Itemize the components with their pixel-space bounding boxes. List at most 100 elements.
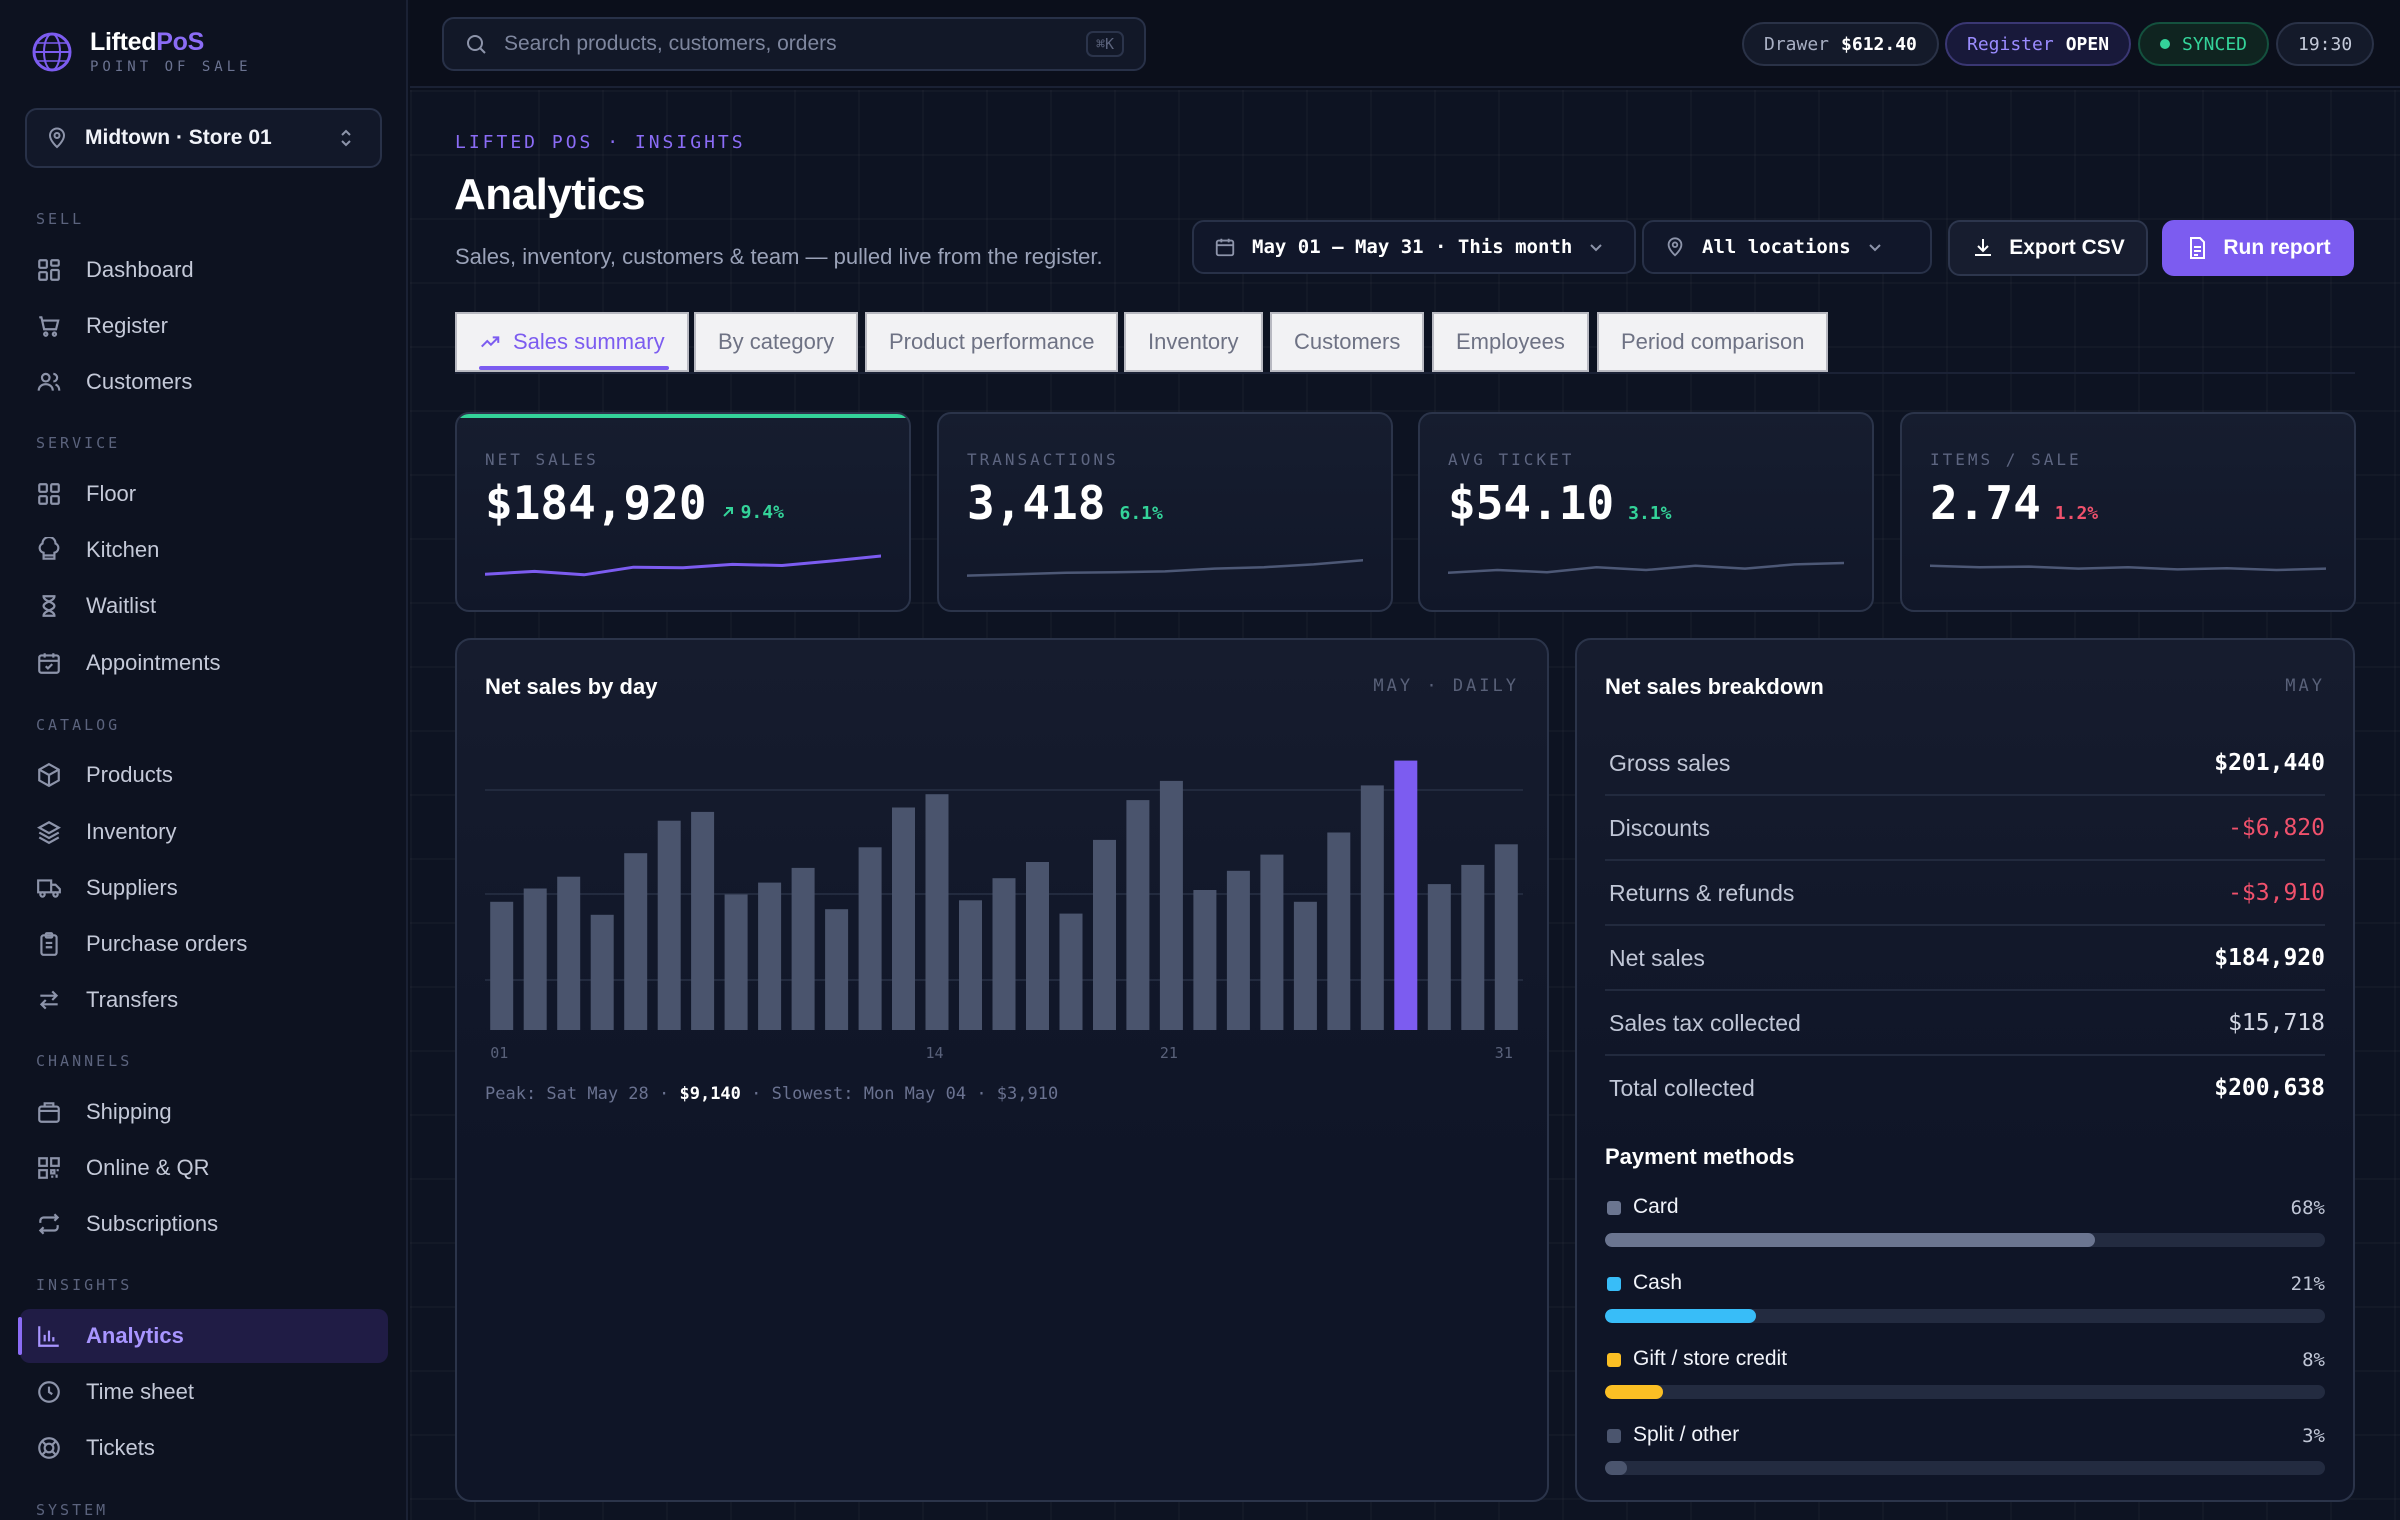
breakdown-meta: MAY bbox=[2285, 676, 2325, 696]
bar-day-21[interactable] bbox=[1159, 780, 1183, 1030]
bar-day-26[interactable] bbox=[1327, 832, 1351, 1031]
sidebar-item-dashboard[interactable]: Dashboard bbox=[20, 243, 388, 297]
sidebar-item-inventory[interactable]: Inventory bbox=[20, 805, 388, 859]
bar-day-13[interactable] bbox=[892, 807, 915, 1031]
bar-day-04[interactable] bbox=[590, 914, 614, 1030]
x-tick-label: 01 bbox=[490, 1044, 508, 1062]
bar-day-16[interactable] bbox=[992, 878, 1016, 1030]
bar-day-02[interactable] bbox=[523, 888, 547, 1031]
tab-by-category[interactable]: By category bbox=[694, 312, 859, 372]
breakdown-label: Gross sales bbox=[1609, 750, 1731, 776]
sidebar-item-kitchen[interactable]: Kitchen bbox=[20, 523, 388, 577]
payment-method-row: Split / other 3% bbox=[1605, 1423, 2325, 1479]
bar-day-03[interactable] bbox=[557, 876, 581, 1030]
date-range-selector[interactable]: May 01 – May 31 · This month bbox=[1192, 220, 1636, 274]
bar-day-11[interactable] bbox=[825, 909, 849, 1030]
bar-day-17[interactable] bbox=[1026, 862, 1049, 1030]
net-sales-breakdown-panel: Net sales breakdown MAY Gross sales $201… bbox=[1575, 638, 2355, 1502]
kpi-card-avg-ticket[interactable]: AVG TICKET $54.10 3.1% bbox=[1418, 412, 1874, 612]
bar-day-31[interactable] bbox=[1494, 844, 1518, 1030]
tab-inventory[interactable]: Inventory bbox=[1124, 312, 1263, 372]
sparkline bbox=[967, 558, 1363, 577]
kpi-card-net-sales[interactable]: NET SALES $184,920 9.4% bbox=[455, 412, 911, 612]
export-csv-button[interactable]: Export CSV bbox=[1948, 220, 2148, 276]
kpi-value: $184,920 bbox=[485, 476, 707, 530]
tab-label: Product performance bbox=[889, 329, 1095, 354]
breakdown-row: Returns & refunds -$3,910 bbox=[1605, 862, 2325, 926]
brand-name: LiftedPoS bbox=[90, 28, 204, 56]
location-selector[interactable]: All locations bbox=[1642, 220, 1932, 274]
kpi-value: 2.74 bbox=[1930, 476, 2041, 530]
sidebar-item-transfers[interactable]: Transfers bbox=[20, 973, 388, 1027]
sidebar-item-customers[interactable]: Customers bbox=[20, 355, 388, 409]
bar-day-28[interactable] bbox=[1394, 760, 1418, 1030]
sync-status-badge[interactable]: SYNCED bbox=[2138, 22, 2270, 66]
sidebar-item-tickets[interactable]: Tickets bbox=[20, 1421, 388, 1475]
kpi-delta: 3.1% bbox=[1628, 503, 1672, 524]
sidebar-item-waitlist[interactable]: Waitlist bbox=[20, 579, 388, 633]
bar-day-10[interactable] bbox=[791, 867, 815, 1030]
store-selector[interactable]: Midtown · Store 01 bbox=[25, 108, 382, 168]
kpi-card-transactions[interactable]: TRANSACTIONS 3,418 6.1% bbox=[937, 412, 1393, 612]
cart-icon bbox=[39, 316, 60, 337]
search-input[interactable]: Search products, customers, orders ⌘K bbox=[442, 17, 1146, 71]
chart-title: Net sales by day bbox=[485, 674, 658, 699]
payment-method-percent: 21% bbox=[2290, 1273, 2325, 1295]
payment-method-percent: 3% bbox=[2302, 1425, 2325, 1447]
sidebar-item-label: Transfers bbox=[86, 987, 179, 1012]
bar-day-29[interactable] bbox=[1427, 884, 1451, 1030]
bar-day-01[interactable] bbox=[490, 901, 514, 1030]
sparkline-path bbox=[1448, 561, 1844, 575]
tab-sales-summary[interactable]: Sales summary bbox=[455, 312, 689, 372]
bar-day-06[interactable] bbox=[657, 820, 681, 1030]
bar-day-14[interactable] bbox=[925, 794, 949, 1030]
bar-day-19[interactable] bbox=[1093, 839, 1116, 1030]
bar-day-23[interactable] bbox=[1226, 870, 1250, 1030]
sidebar-item-products[interactable]: Products bbox=[20, 748, 388, 802]
bar-day-20[interactable] bbox=[1126, 800, 1150, 1030]
sidebar-item-label: Inventory bbox=[86, 819, 177, 844]
sidebar-item-label: Waitlist bbox=[86, 593, 157, 618]
sidebar-item-shipping[interactable]: Shipping bbox=[20, 1085, 388, 1139]
kpi-value: $54.10 bbox=[1448, 476, 1615, 530]
drawer-badge[interactable]: Drawer $612.40 bbox=[1742, 22, 1939, 66]
net-sales-bar-chart: 01 14 21 31 bbox=[485, 760, 1523, 1062]
kpi-delta: 9.4% bbox=[721, 502, 784, 523]
tab-period-comparison[interactable]: Period comparison bbox=[1597, 312, 1829, 372]
sidebar-item-suppliers[interactable]: Suppliers bbox=[20, 861, 388, 915]
sidebar-item-analytics[interactable]: Analytics bbox=[18, 1309, 388, 1363]
sidebar-item-register[interactable]: Register bbox=[20, 299, 388, 353]
sidebar-item-subscriptions[interactable]: Subscriptions bbox=[20, 1197, 388, 1251]
bar-day-22[interactable] bbox=[1193, 890, 1217, 1030]
bar-day-07[interactable] bbox=[691, 811, 715, 1030]
bar-day-18[interactable] bbox=[1059, 913, 1083, 1030]
tab-product-performance[interactable]: Product performance bbox=[865, 312, 1119, 372]
bar-day-25[interactable] bbox=[1293, 901, 1317, 1030]
sidebar-item-purchase-orders[interactable]: Purchase orders bbox=[20, 917, 388, 971]
sidebar-item-online-qr[interactable]: Online & QR bbox=[20, 1141, 388, 1195]
bar-day-24[interactable] bbox=[1260, 854, 1284, 1030]
bar-day-15[interactable] bbox=[959, 900, 982, 1030]
run-report-button[interactable]: Run report bbox=[2162, 220, 2354, 276]
kpi-card-items-per-sale[interactable]: ITEMS / SALE 2.74 1.2% bbox=[1900, 412, 2356, 612]
peak-label: Peak: Sat May 28 · bbox=[485, 1084, 670, 1104]
brand[interactable]: LiftedPoS POINT OF SALE bbox=[30, 28, 252, 76]
sidebar-item-label: Online & QR bbox=[86, 1155, 210, 1180]
sidebar-item-time-sheet[interactable]: Time sheet bbox=[20, 1365, 388, 1419]
sidebar-item-appointments[interactable]: Appointments bbox=[20, 636, 388, 690]
tab-employees[interactable]: Employees bbox=[1432, 312, 1589, 372]
bar-day-09[interactable] bbox=[758, 882, 782, 1030]
sidebar-item-label: Kitchen bbox=[86, 537, 160, 562]
tab-label: Sales summary bbox=[513, 329, 665, 354]
bar-day-27[interactable] bbox=[1360, 785, 1384, 1030]
bar-day-08[interactable] bbox=[724, 894, 748, 1030]
bar-day-30[interactable] bbox=[1461, 864, 1485, 1030]
breakdown-value: $201,440 bbox=[2214, 750, 2325, 776]
tab-customers[interactable]: Customers bbox=[1270, 312, 1425, 372]
breakdown-value: $200,638 bbox=[2214, 1075, 2325, 1101]
bar-day-05[interactable] bbox=[624, 853, 648, 1030]
bar-day-12[interactable] bbox=[858, 847, 882, 1030]
breakdown-label: Discounts bbox=[1609, 815, 1710, 841]
sidebar-item-floor[interactable]: Floor bbox=[20, 467, 388, 521]
register-status-badge[interactable]: Register OPEN bbox=[1945, 22, 2132, 66]
